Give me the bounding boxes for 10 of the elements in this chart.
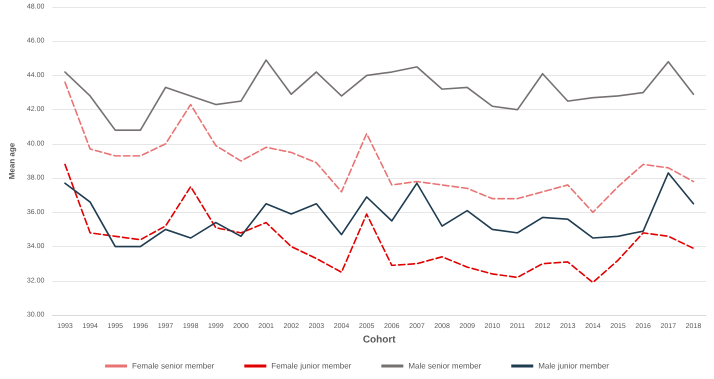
legend-label: Female junior member (271, 362, 352, 370)
line-series (64, 164, 694, 284)
line-series (64, 81, 694, 214)
legend-label: Female senior member (132, 362, 215, 370)
y-axis-title: Mean age (8, 142, 16, 180)
legend-label: Male senior member (408, 362, 482, 370)
x-axis-title: Cohort (362, 334, 396, 346)
line-series (64, 172, 694, 248)
line-series (64, 59, 694, 131)
legend-label: Male junior member (538, 362, 610, 370)
